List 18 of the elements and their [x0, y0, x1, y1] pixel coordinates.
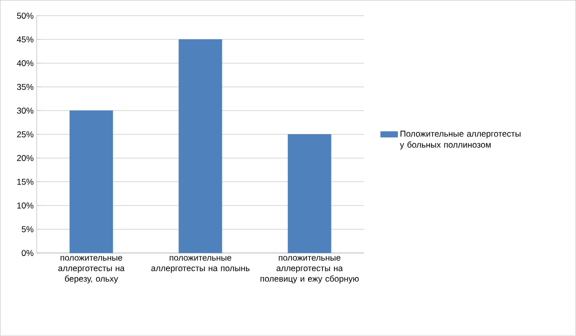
x-tick-label: положительные аллерготесты на полынь: [151, 256, 250, 273]
y-tick-label: 45%: [16, 36, 34, 43]
y-tick-label: 0%: [22, 250, 34, 256]
y-tick-label: 50%: [17, 12, 34, 19]
y-tick-label: 5%: [22, 226, 34, 232]
bar: [178, 39, 222, 254]
y-tick-label: 35%: [17, 84, 34, 90]
y-tick-label: 10%: [17, 202, 34, 209]
x-tick-label: положительные аллерготесты на полевицу и ежу сборную: [260, 256, 359, 284]
bar: [288, 134, 332, 254]
bar: [70, 110, 114, 254]
y-tick-label: 30%: [17, 108, 34, 114]
y-tick-label: 15%: [17, 178, 34, 185]
y-tick-label: 25%: [17, 131, 34, 138]
legend-label: Положительные аллерготесты у больных поллинозом: [400, 130, 520, 150]
y-tick-label: 20%: [17, 155, 34, 162]
y-tick-label: 40%: [16, 60, 34, 66]
x-tick-label: положительные аллерготесты на березу, ольху: [58, 256, 125, 284]
